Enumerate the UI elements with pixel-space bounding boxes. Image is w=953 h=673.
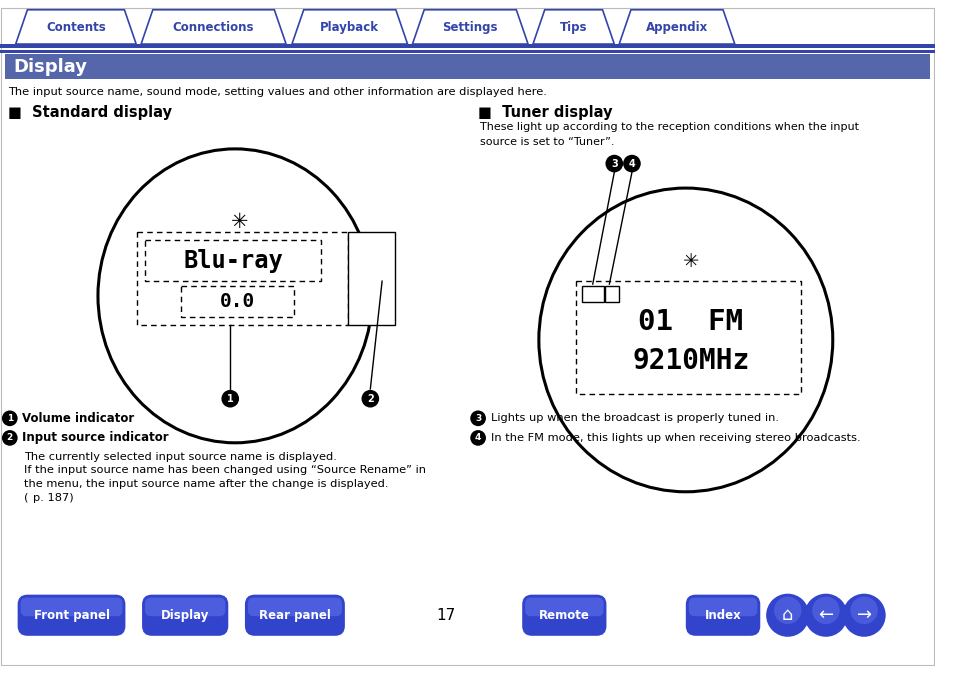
Text: 1: 1 <box>7 414 13 423</box>
Circle shape <box>849 597 877 624</box>
FancyBboxPatch shape <box>685 595 760 636</box>
Polygon shape <box>533 10 614 44</box>
Text: These light up according to the reception conditions when the input
source is se: These light up according to the receptio… <box>479 122 858 147</box>
Polygon shape <box>141 10 286 44</box>
FancyBboxPatch shape <box>248 598 341 616</box>
Bar <box>5 54 929 79</box>
Text: 1: 1 <box>227 394 233 404</box>
Circle shape <box>221 390 239 408</box>
Text: ✳: ✳ <box>231 213 249 232</box>
Circle shape <box>765 594 808 637</box>
Circle shape <box>470 430 485 446</box>
Text: Tips: Tips <box>559 22 587 34</box>
Text: 9210MHz: 9210MHz <box>632 347 748 376</box>
Text: Playback: Playback <box>320 22 379 34</box>
FancyBboxPatch shape <box>21 598 122 616</box>
Bar <box>348 232 395 325</box>
Text: 3: 3 <box>610 159 617 168</box>
Text: 4: 4 <box>628 159 635 168</box>
FancyBboxPatch shape <box>524 598 603 616</box>
Polygon shape <box>618 10 734 44</box>
Text: Connections: Connections <box>172 22 254 34</box>
Bar <box>576 281 801 394</box>
FancyBboxPatch shape <box>17 595 125 636</box>
Text: ✳: ✳ <box>681 252 699 271</box>
Bar <box>605 286 618 302</box>
Circle shape <box>2 430 17 446</box>
Text: 01  FM: 01 FM <box>638 308 742 336</box>
Circle shape <box>811 597 839 624</box>
Polygon shape <box>15 10 136 44</box>
Text: Settings: Settings <box>442 22 497 34</box>
Circle shape <box>470 411 485 426</box>
FancyBboxPatch shape <box>145 598 225 616</box>
Text: Index: Index <box>704 609 740 622</box>
Text: (  p. 187): ( p. 187) <box>25 493 74 503</box>
Text: 17: 17 <box>436 608 455 623</box>
Circle shape <box>2 411 17 426</box>
FancyBboxPatch shape <box>142 595 228 636</box>
Circle shape <box>605 155 622 172</box>
Text: Display: Display <box>13 58 88 75</box>
Text: the menu, the input source name after the change is displayed.: the menu, the input source name after th… <box>25 479 389 489</box>
Bar <box>145 240 321 281</box>
Ellipse shape <box>98 149 372 443</box>
Text: 2: 2 <box>367 394 374 404</box>
Text: 2: 2 <box>7 433 13 442</box>
Bar <box>581 286 603 302</box>
Bar <box>137 232 348 325</box>
Text: Lights up when the broadcast is properly tuned in.: Lights up when the broadcast is properly… <box>491 413 778 423</box>
Text: If the input source name has been changed using “Source Rename” in: If the input source name has been change… <box>25 465 426 475</box>
Polygon shape <box>412 10 528 44</box>
Text: 0.0: 0.0 <box>220 292 255 311</box>
Text: Remote: Remote <box>538 609 589 622</box>
FancyBboxPatch shape <box>521 595 606 636</box>
Text: ⌂: ⌂ <box>781 606 793 625</box>
Polygon shape <box>292 10 407 44</box>
Text: The currently selected input source name is displayed.: The currently selected input source name… <box>25 452 337 462</box>
Circle shape <box>622 155 640 172</box>
Circle shape <box>361 390 378 408</box>
Circle shape <box>803 594 846 637</box>
Circle shape <box>773 597 801 624</box>
Text: ←: ← <box>818 606 833 625</box>
Text: 4: 4 <box>475 433 481 442</box>
Text: ■  Standard display: ■ Standard display <box>8 105 172 120</box>
Circle shape <box>841 594 884 637</box>
Bar <box>0 44 934 48</box>
Text: Blu-ray: Blu-ray <box>183 248 283 273</box>
Text: Contents: Contents <box>46 22 106 34</box>
FancyBboxPatch shape <box>245 595 344 636</box>
Text: In the FM mode, this lights up when receiving stereo broadcasts.: In the FM mode, this lights up when rece… <box>491 433 860 443</box>
Text: 3: 3 <box>475 414 480 423</box>
Text: Rear panel: Rear panel <box>258 609 331 622</box>
Text: Front panel: Front panel <box>33 609 110 622</box>
Text: Display: Display <box>161 609 209 622</box>
Bar <box>0 50 934 53</box>
Text: ■  Tuner display: ■ Tuner display <box>477 105 612 120</box>
Text: Input source indicator: Input source indicator <box>22 431 168 444</box>
Text: Volume indicator: Volume indicator <box>22 412 133 425</box>
Text: Appendix: Appendix <box>645 22 707 34</box>
Ellipse shape <box>538 188 832 492</box>
FancyBboxPatch shape <box>688 598 757 616</box>
Text: →: → <box>856 606 871 625</box>
Bar <box>181 286 294 318</box>
Text: The input source name, sound mode, setting values and other information are disp: The input source name, sound mode, setti… <box>8 87 546 97</box>
